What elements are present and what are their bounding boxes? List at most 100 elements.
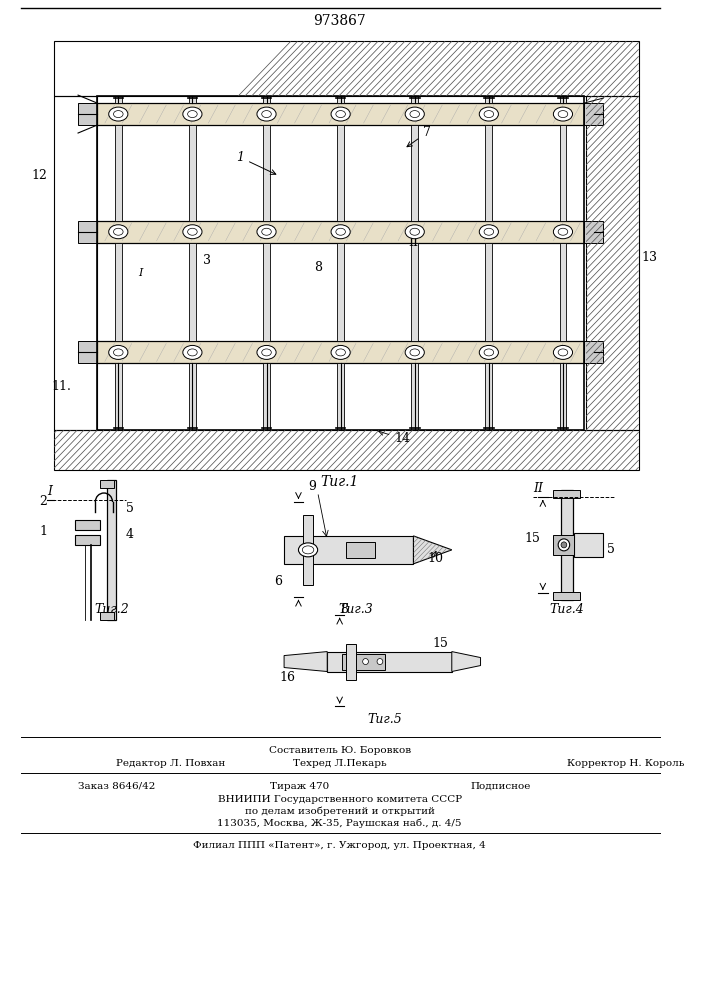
Bar: [561, 490, 573, 600]
Bar: [78, 221, 98, 243]
Bar: [411, 243, 418, 341]
Ellipse shape: [257, 107, 276, 121]
Text: 8: 8: [341, 603, 349, 616]
Bar: [98, 96, 584, 430]
Text: Τиг.1: Τиг.1: [320, 475, 359, 489]
Ellipse shape: [183, 225, 202, 239]
Text: 4: 4: [126, 528, 134, 541]
Bar: [54, 41, 638, 96]
Bar: [558, 348, 568, 356]
Bar: [411, 363, 418, 430]
Text: 13: 13: [641, 251, 658, 264]
Ellipse shape: [109, 345, 128, 359]
Ellipse shape: [109, 107, 128, 121]
Text: Подписное: Подписное: [471, 782, 532, 791]
Bar: [554, 592, 580, 600]
Bar: [75, 535, 100, 545]
Bar: [584, 341, 603, 363]
Text: II: II: [533, 482, 543, 495]
Text: 3: 3: [204, 254, 211, 267]
Bar: [78, 341, 98, 363]
Bar: [54, 96, 98, 430]
Bar: [584, 103, 603, 125]
Polygon shape: [414, 536, 452, 564]
Bar: [554, 490, 580, 498]
Bar: [586, 96, 638, 430]
Text: Τиг.4: Τиг.4: [549, 603, 584, 616]
Text: 11.: 11.: [52, 380, 71, 393]
Text: по делам изобретений и открытий: по делам изобретений и открытий: [245, 806, 435, 816]
Bar: [98, 103, 584, 125]
Bar: [410, 110, 419, 118]
Ellipse shape: [405, 225, 424, 239]
Text: 5: 5: [126, 502, 134, 515]
Bar: [336, 348, 346, 356]
Text: Редактор Л. Повхан: Редактор Л. Повхан: [117, 759, 226, 768]
Bar: [284, 536, 414, 564]
Bar: [486, 125, 492, 221]
Circle shape: [356, 545, 366, 555]
Bar: [486, 243, 492, 341]
Bar: [560, 243, 566, 341]
Bar: [114, 110, 123, 118]
Text: Составитель Ю. Боровков: Составитель Ю. Боровков: [269, 746, 411, 755]
Bar: [189, 363, 196, 430]
Bar: [484, 228, 493, 236]
Bar: [263, 363, 270, 430]
Ellipse shape: [298, 543, 317, 557]
Text: Корректор Н. Король: Корректор Н. Король: [567, 759, 684, 768]
Ellipse shape: [331, 107, 350, 121]
Bar: [560, 125, 566, 221]
Bar: [337, 96, 344, 103]
Bar: [484, 110, 493, 118]
Bar: [189, 243, 196, 341]
Text: Техред Л.Пекарь: Техред Л.Пекарь: [293, 759, 387, 768]
Bar: [575, 533, 603, 557]
Polygon shape: [452, 652, 481, 672]
Circle shape: [363, 659, 368, 665]
Circle shape: [377, 659, 382, 665]
Bar: [189, 125, 196, 221]
Text: 16: 16: [279, 671, 296, 684]
Ellipse shape: [554, 345, 573, 359]
Bar: [187, 348, 197, 356]
Text: 1: 1: [236, 151, 276, 174]
Text: Заказ 8646/42: Заказ 8646/42: [78, 782, 156, 791]
Bar: [262, 348, 271, 356]
Bar: [327, 652, 452, 672]
Text: 15: 15: [524, 532, 540, 545]
Bar: [346, 644, 356, 680]
Circle shape: [561, 542, 567, 548]
Bar: [78, 103, 98, 125]
Bar: [115, 363, 122, 430]
Bar: [411, 125, 418, 221]
Text: 113035, Москва, Ж-35, Раушская наб., д. 4/5: 113035, Москва, Ж-35, Раушская наб., д. …: [218, 818, 462, 828]
Text: Τиг.2: Τиг.2: [94, 603, 129, 616]
Ellipse shape: [479, 107, 498, 121]
Bar: [336, 228, 346, 236]
Text: Филиал ППП «Патент», г. Ужгород, ул. Проектная, 4: Филиал ППП «Патент», г. Ужгород, ул. Про…: [193, 841, 486, 850]
Text: 7: 7: [407, 126, 431, 147]
Bar: [411, 96, 418, 103]
Text: 10: 10: [428, 552, 444, 565]
Ellipse shape: [183, 345, 202, 359]
Bar: [54, 430, 638, 470]
Text: ВНИИПИ Государственного комитета СССР: ВНИИПИ Государственного комитета СССР: [218, 795, 462, 804]
Bar: [115, 125, 122, 221]
Bar: [560, 96, 566, 103]
Bar: [341, 654, 385, 670]
Bar: [75, 520, 100, 530]
Bar: [262, 110, 271, 118]
Bar: [337, 363, 344, 430]
Ellipse shape: [331, 345, 350, 359]
Bar: [107, 480, 117, 620]
Bar: [115, 96, 122, 103]
Circle shape: [558, 539, 570, 551]
Text: 1: 1: [40, 525, 47, 538]
Bar: [98, 221, 584, 243]
Text: Τиг.5: Τиг.5: [368, 713, 402, 726]
Text: 2: 2: [40, 495, 47, 508]
Ellipse shape: [257, 225, 276, 239]
Bar: [263, 125, 270, 221]
Text: 15: 15: [433, 637, 448, 650]
